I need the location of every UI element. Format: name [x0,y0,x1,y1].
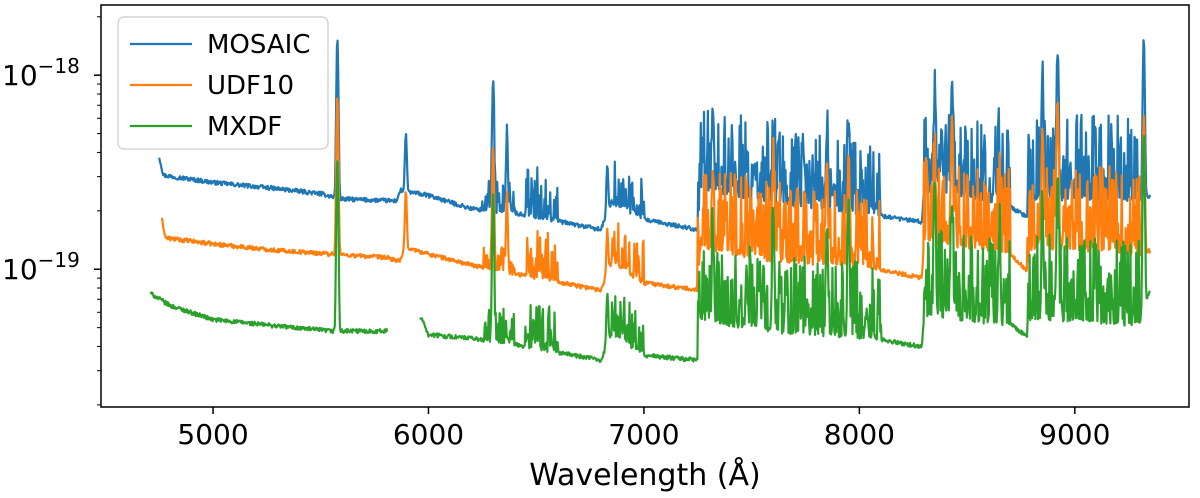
x-tick-label: 7000 [608,418,679,451]
x-tick-label: 9000 [1039,418,1110,451]
series-line-udf10 [160,97,1152,293]
legend-box [117,16,329,150]
series-layer [149,39,1152,363]
x-tick-label: 6000 [393,418,464,451]
series-line-mxdf [149,134,1151,363]
y-tick-label: 10−19 [2,248,80,286]
legend-label: MOSAIC [207,30,311,60]
x-tick-label: 8000 [824,418,895,451]
x-axis-label: Wavelength (Å) [529,457,760,493]
plot-frame [100,4,1190,408]
legend: MOSAIC UDF10 MXDF [117,16,329,150]
x-axis: 5000 6000 7000 8000 9000 [177,407,1110,451]
x-tick-label: 5000 [177,418,248,451]
legend-label: MXDF [207,112,282,142]
y-tick-label: 10−18 [2,54,80,92]
y-axis: 10−18 10−19 [2,16,101,406]
series-line-mosaic [158,39,1152,232]
legend-label: UDF10 [207,71,294,101]
